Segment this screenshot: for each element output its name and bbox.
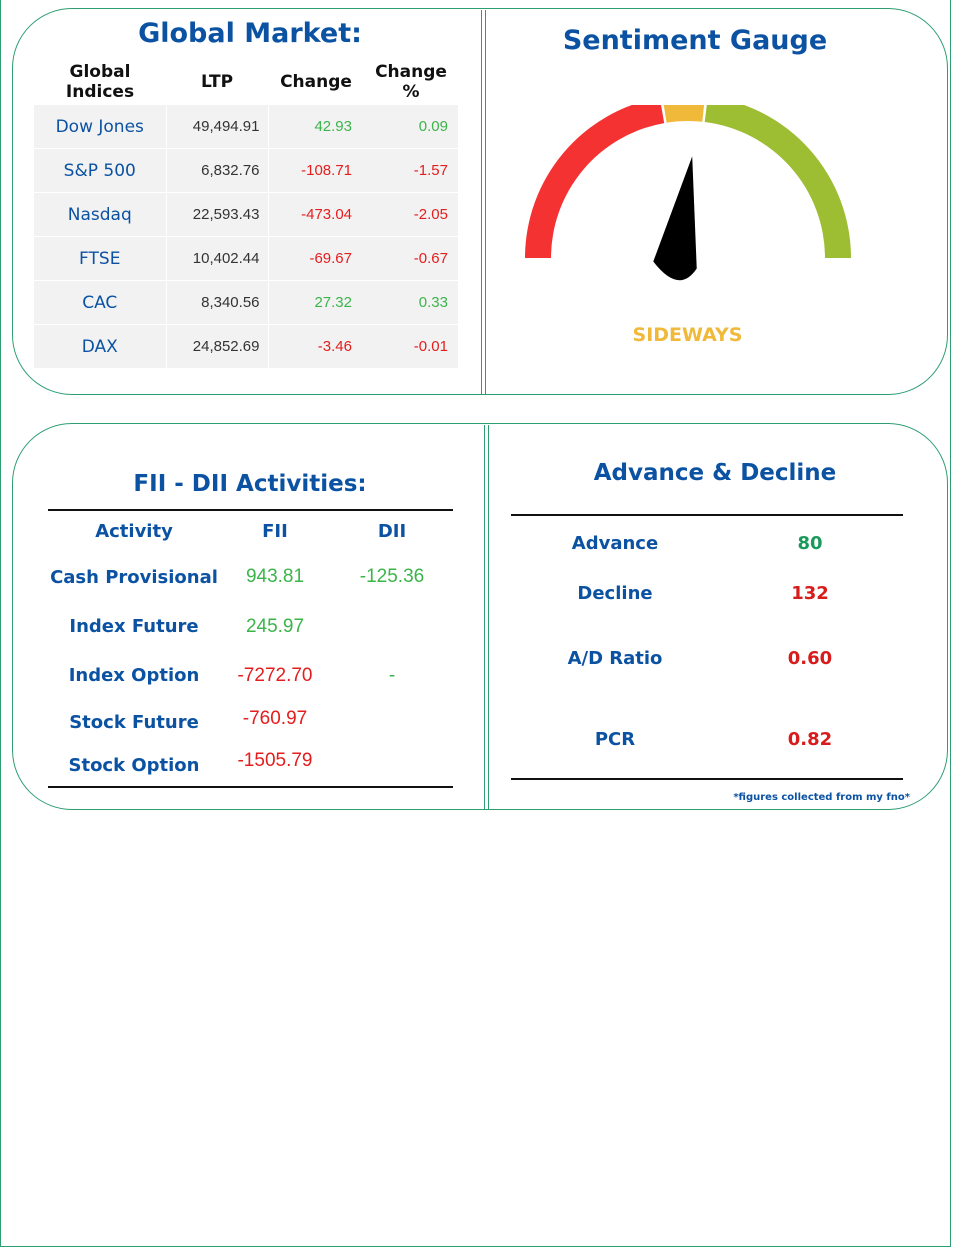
index-change-pct: -0.01: [364, 324, 458, 368]
index-change: -108.71: [268, 148, 364, 193]
gauge-segment-neutral: [663, 105, 705, 123]
col-header-fii: FII: [262, 521, 288, 542]
index-name: DAX: [34, 324, 167, 368]
index-change: -69.67: [268, 236, 364, 281]
ad-label: Advance: [571, 533, 659, 554]
table-row: S&P 500 6,832.76 -108.71 -1.57: [34, 148, 458, 193]
ad-value: 0.82: [787, 729, 833, 750]
col-header-change: Change: [268, 60, 364, 105]
gauge-segment-bullish: [704, 105, 851, 258]
sentiment-gauge-title: Sentiment Gauge: [562, 25, 828, 56]
fii-value: -760.97: [242, 708, 308, 729]
sentiment-label: SIDEWAYS: [632, 324, 743, 346]
index-ltp: 6,832.76: [166, 148, 269, 193]
ad-table-top-rule: [511, 514, 903, 516]
index-change: 27.32: [268, 280, 364, 325]
top-panel-divider: [481, 10, 486, 394]
table-row: Nasdaq 22,593.43 -473.04 -2.05: [34, 192, 458, 237]
dii-value: -: [388, 665, 396, 686]
ad-value: 0.60: [787, 648, 833, 669]
ad-label: PCR: [594, 729, 636, 750]
ad-value: 80: [797, 533, 823, 554]
index-name: CAC: [34, 280, 167, 325]
bottom-panel: [12, 423, 948, 810]
gauge-segment-bearish: [525, 105, 665, 258]
gauge-needle: [653, 156, 697, 281]
fii-value: -1505.79: [237, 750, 313, 771]
index-change-pct: 0.09: [364, 104, 458, 149]
fii-activity-label: Stock Future: [69, 712, 199, 733]
global-indices-header-row: Global Indices LTP Change Change %: [34, 60, 458, 105]
table-row: FTSE 10,402.44 -69.67 -0.67: [34, 236, 458, 281]
fii-value: -7272.70: [237, 665, 313, 686]
table-row: CAC 8,340.56 27.32 0.33: [34, 280, 458, 325]
index-change-pct: -1.57: [364, 148, 458, 193]
index-change: -3.46: [268, 324, 364, 368]
index-name: FTSE: [34, 236, 167, 281]
global-market-title: Global Market:: [138, 18, 362, 49]
index-ltp: 8,340.56: [166, 280, 269, 325]
col-header-activity: Activity: [95, 521, 173, 542]
footnote: *figures collected from my fno*: [733, 792, 910, 803]
col-header-dii: DII: [377, 521, 407, 542]
index-change: -473.04: [268, 192, 364, 237]
col-header-change-pct: Change %: [364, 60, 458, 105]
fii-table-top-rule: [48, 509, 453, 511]
bottom-panel-divider: [484, 425, 489, 809]
table-row: DAX 24,852.69 -3.46 -0.01: [34, 324, 458, 368]
dii-value: -125.36: [359, 566, 425, 587]
index-ltp: 49,494.91: [166, 104, 269, 149]
fii-activity-label: Cash Provisional: [50, 567, 218, 588]
col-header-ltp: LTP: [166, 60, 268, 105]
index-name: S&P 500: [34, 148, 167, 193]
index-ltp: 22,593.43: [166, 192, 269, 237]
index-change: 42.93: [268, 104, 364, 149]
ad-table-bottom-rule: [511, 778, 903, 780]
sentiment-gauge: [525, 105, 851, 281]
global-indices-table: Global Indices LTP Change Change % Dow J…: [34, 60, 458, 368]
index-ltp: 24,852.69: [166, 324, 269, 368]
col-header-global-indices: Global Indices: [34, 60, 166, 105]
fii-value: 245.97: [245, 616, 305, 637]
index-change-pct: -2.05: [364, 192, 458, 237]
fii-activity-label: Index Option: [68, 665, 200, 686]
ad-label: A/D Ratio: [567, 648, 663, 669]
index-ltp: 10,402.44: [166, 236, 269, 281]
fii-value: 943.81: [245, 566, 305, 587]
index-change-pct: 0.33: [364, 280, 458, 325]
fii-table-bottom-rule: [48, 786, 453, 788]
index-change-pct: -0.67: [364, 236, 458, 281]
fii-activity-label: Index Future: [69, 616, 199, 637]
table-row: Dow Jones 49,494.91 42.93 0.09: [34, 104, 458, 149]
fii-activity-label: Stock Option: [68, 755, 200, 776]
advance-decline-title: Advance & Decline: [593, 460, 837, 486]
index-name: Nasdaq: [34, 192, 167, 237]
ad-value: 132: [791, 583, 829, 604]
fii-dii-title: FII - DII Activities:: [133, 471, 367, 497]
index-name: Dow Jones: [34, 104, 167, 149]
ad-label: Decline: [577, 583, 653, 604]
